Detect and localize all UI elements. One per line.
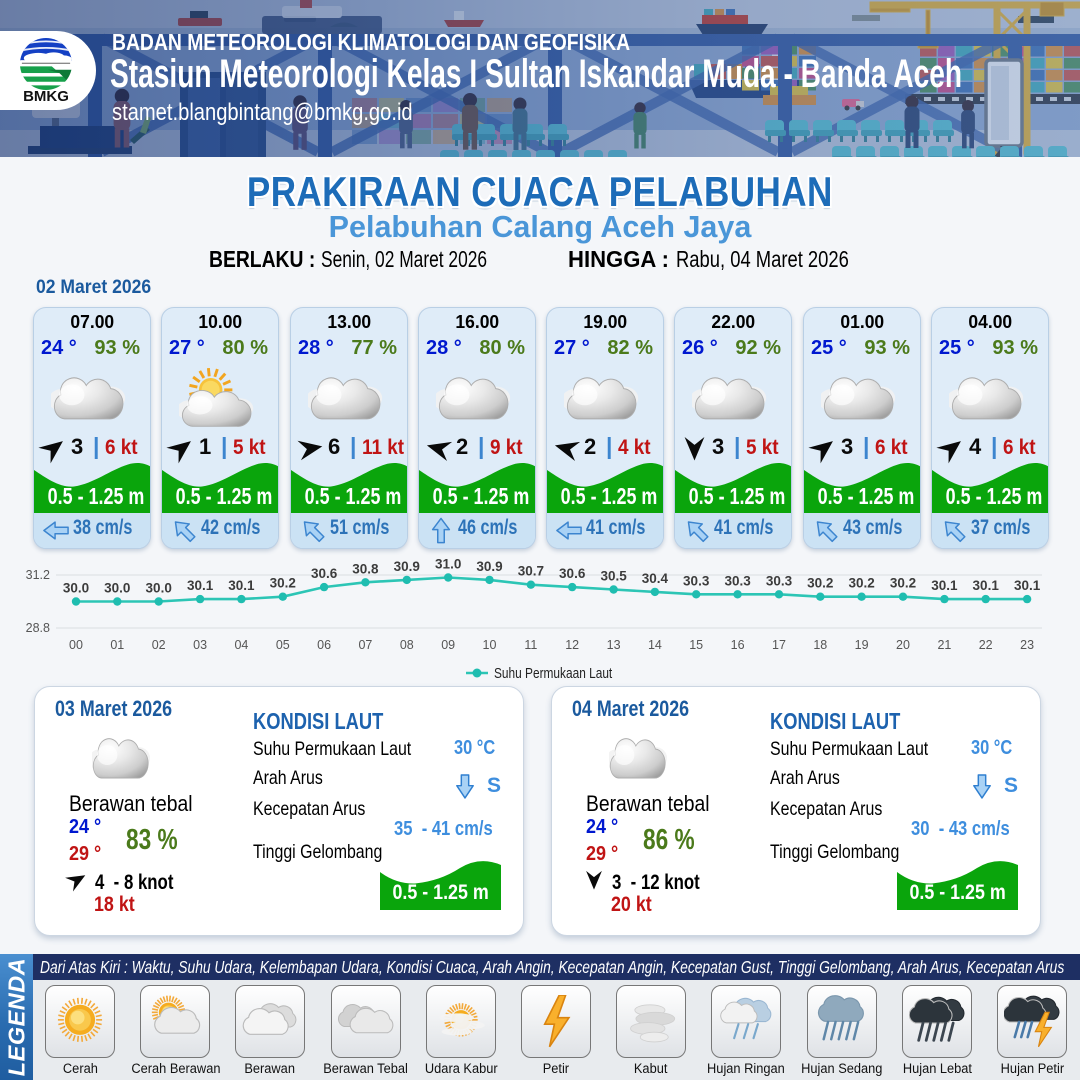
svg-text:14: 14 bbox=[648, 638, 662, 652]
svg-text:30.9: 30.9 bbox=[476, 559, 502, 574]
svg-text:30.0: 30.0 bbox=[63, 581, 89, 596]
svg-text:30.7: 30.7 bbox=[518, 564, 544, 579]
svg-text:30.8: 30.8 bbox=[352, 561, 379, 576]
svg-text:09: 09 bbox=[441, 638, 455, 652]
svg-text:16: 16 bbox=[731, 638, 745, 652]
svg-text:23: 23 bbox=[1020, 638, 1034, 652]
svg-text:30.3: 30.3 bbox=[766, 573, 793, 588]
svg-text:18: 18 bbox=[813, 638, 827, 652]
svg-text:15: 15 bbox=[689, 638, 703, 652]
svg-text:08: 08 bbox=[400, 638, 414, 652]
svg-text:30.1: 30.1 bbox=[973, 578, 1000, 593]
svg-text:07: 07 bbox=[358, 638, 372, 652]
svg-text:13: 13 bbox=[607, 638, 621, 652]
svg-text:22: 22 bbox=[979, 638, 993, 652]
svg-text:30.4: 30.4 bbox=[642, 571, 669, 586]
svg-text:28.8: 28.8 bbox=[26, 621, 50, 635]
svg-text:17: 17 bbox=[772, 638, 786, 652]
svg-text:30.5: 30.5 bbox=[600, 569, 627, 584]
svg-text:30.1: 30.1 bbox=[187, 578, 214, 593]
svg-text:30.1: 30.1 bbox=[931, 578, 958, 593]
svg-text:19: 19 bbox=[855, 638, 869, 652]
svg-text:01: 01 bbox=[110, 638, 124, 652]
svg-text:30.3: 30.3 bbox=[683, 573, 710, 588]
svg-text:30.3: 30.3 bbox=[724, 573, 751, 588]
svg-text:21: 21 bbox=[937, 638, 951, 652]
svg-text:10: 10 bbox=[483, 638, 497, 652]
svg-text:30.6: 30.6 bbox=[311, 566, 338, 581]
svg-text:30.1: 30.1 bbox=[1014, 578, 1041, 593]
svg-text:03: 03 bbox=[193, 638, 207, 652]
svg-text:30.0: 30.0 bbox=[146, 581, 172, 596]
svg-text:30.2: 30.2 bbox=[890, 576, 916, 591]
svg-text:11: 11 bbox=[524, 638, 537, 652]
svg-text:20: 20 bbox=[896, 638, 910, 652]
svg-text:30.1: 30.1 bbox=[228, 578, 255, 593]
svg-text:30.0: 30.0 bbox=[104, 581, 130, 596]
svg-text:31.2: 31.2 bbox=[26, 568, 50, 582]
svg-text:05: 05 bbox=[276, 638, 290, 652]
svg-text:06: 06 bbox=[317, 638, 331, 652]
svg-text:12: 12 bbox=[565, 638, 579, 652]
svg-text:30.9: 30.9 bbox=[394, 559, 420, 574]
svg-text:31.0: 31.0 bbox=[435, 557, 461, 572]
svg-text:30.6: 30.6 bbox=[559, 566, 586, 581]
svg-text:30.2: 30.2 bbox=[848, 576, 874, 591]
svg-text:02: 02 bbox=[152, 638, 166, 652]
svg-text:30.2: 30.2 bbox=[270, 576, 296, 591]
svg-text:00: 00 bbox=[69, 638, 83, 652]
svg-text:04: 04 bbox=[234, 638, 248, 652]
svg-text:30.2: 30.2 bbox=[807, 576, 833, 591]
svg-text:Suhu Permukaan Laut: Suhu Permukaan Laut bbox=[494, 665, 613, 681]
